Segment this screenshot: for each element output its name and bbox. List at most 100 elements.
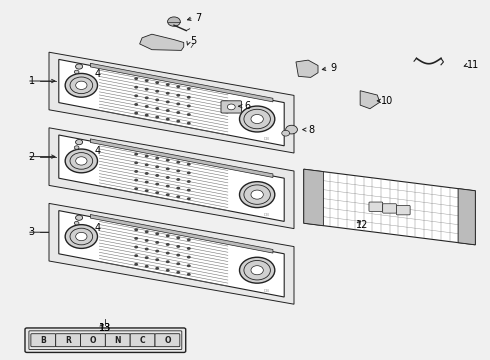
Circle shape bbox=[74, 70, 79, 74]
Polygon shape bbox=[59, 59, 284, 146]
FancyBboxPatch shape bbox=[383, 204, 396, 213]
Text: DB: DB bbox=[263, 137, 269, 141]
Circle shape bbox=[166, 260, 170, 263]
Text: C: C bbox=[140, 336, 146, 345]
Circle shape bbox=[134, 228, 138, 231]
Circle shape bbox=[176, 111, 180, 114]
Circle shape bbox=[65, 73, 98, 97]
Circle shape bbox=[155, 174, 159, 177]
Circle shape bbox=[145, 172, 148, 175]
Circle shape bbox=[134, 187, 138, 190]
FancyBboxPatch shape bbox=[369, 202, 383, 211]
Polygon shape bbox=[90, 139, 273, 177]
Circle shape bbox=[65, 149, 98, 173]
FancyBboxPatch shape bbox=[155, 334, 180, 347]
Circle shape bbox=[176, 271, 180, 274]
Circle shape bbox=[176, 245, 180, 248]
Polygon shape bbox=[296, 60, 318, 77]
Circle shape bbox=[70, 153, 93, 169]
Text: 11: 11 bbox=[466, 60, 479, 70]
Circle shape bbox=[134, 103, 138, 106]
Circle shape bbox=[155, 232, 159, 235]
Circle shape bbox=[145, 248, 148, 251]
Text: 6: 6 bbox=[245, 101, 250, 111]
Circle shape bbox=[187, 104, 191, 107]
Circle shape bbox=[134, 161, 138, 164]
Circle shape bbox=[166, 92, 170, 95]
Circle shape bbox=[75, 140, 83, 145]
Circle shape bbox=[176, 178, 180, 181]
Circle shape bbox=[176, 103, 180, 105]
Polygon shape bbox=[304, 169, 475, 245]
Circle shape bbox=[176, 262, 180, 265]
FancyBboxPatch shape bbox=[396, 206, 410, 215]
FancyBboxPatch shape bbox=[130, 334, 155, 347]
Circle shape bbox=[251, 190, 263, 199]
Circle shape bbox=[187, 189, 191, 192]
Circle shape bbox=[145, 163, 148, 166]
Text: 13: 13 bbox=[99, 323, 111, 333]
Circle shape bbox=[155, 107, 159, 110]
Text: 1: 1 bbox=[29, 76, 35, 86]
Circle shape bbox=[187, 163, 191, 166]
Text: DB: DB bbox=[263, 213, 269, 217]
Circle shape bbox=[155, 258, 159, 261]
Polygon shape bbox=[59, 135, 284, 221]
Polygon shape bbox=[49, 52, 294, 153]
Circle shape bbox=[187, 247, 191, 250]
Circle shape bbox=[176, 94, 180, 97]
Circle shape bbox=[176, 254, 180, 257]
Circle shape bbox=[176, 195, 180, 198]
Text: 12: 12 bbox=[356, 220, 369, 230]
Circle shape bbox=[155, 165, 159, 168]
Circle shape bbox=[134, 77, 138, 80]
Circle shape bbox=[134, 94, 138, 97]
Text: 8: 8 bbox=[308, 125, 314, 135]
Circle shape bbox=[155, 267, 159, 270]
Circle shape bbox=[155, 81, 159, 84]
Circle shape bbox=[187, 197, 191, 200]
Text: DB: DB bbox=[263, 288, 269, 293]
Circle shape bbox=[155, 98, 159, 101]
Circle shape bbox=[134, 254, 138, 257]
Circle shape bbox=[155, 116, 159, 118]
FancyBboxPatch shape bbox=[25, 328, 186, 352]
Circle shape bbox=[244, 109, 270, 129]
Circle shape bbox=[134, 170, 138, 173]
Polygon shape bbox=[59, 211, 284, 297]
Circle shape bbox=[134, 86, 138, 89]
Circle shape bbox=[282, 130, 290, 136]
Circle shape bbox=[187, 264, 191, 267]
Text: 9: 9 bbox=[330, 63, 336, 73]
Circle shape bbox=[166, 269, 170, 272]
Circle shape bbox=[145, 105, 148, 108]
Text: B: B bbox=[40, 336, 46, 345]
Polygon shape bbox=[458, 189, 475, 245]
FancyBboxPatch shape bbox=[105, 334, 130, 347]
Circle shape bbox=[145, 239, 148, 242]
Circle shape bbox=[65, 225, 98, 248]
Text: 2: 2 bbox=[29, 152, 35, 162]
Text: R: R bbox=[65, 336, 71, 345]
Polygon shape bbox=[49, 128, 294, 229]
Circle shape bbox=[166, 109, 170, 112]
Circle shape bbox=[240, 182, 275, 208]
Text: O: O bbox=[164, 336, 171, 345]
Circle shape bbox=[166, 234, 170, 237]
Circle shape bbox=[75, 232, 87, 241]
Text: 13: 13 bbox=[99, 323, 111, 333]
Text: 3: 3 bbox=[29, 227, 35, 237]
Circle shape bbox=[166, 193, 170, 196]
Circle shape bbox=[74, 146, 79, 149]
Circle shape bbox=[155, 241, 159, 244]
Circle shape bbox=[145, 96, 148, 99]
Text: 5: 5 bbox=[191, 36, 196, 46]
Circle shape bbox=[155, 249, 159, 252]
FancyBboxPatch shape bbox=[56, 334, 80, 347]
Circle shape bbox=[187, 122, 191, 125]
Circle shape bbox=[166, 176, 170, 179]
Polygon shape bbox=[360, 91, 380, 109]
Circle shape bbox=[134, 179, 138, 181]
Circle shape bbox=[187, 171, 191, 174]
Text: O: O bbox=[90, 336, 96, 345]
